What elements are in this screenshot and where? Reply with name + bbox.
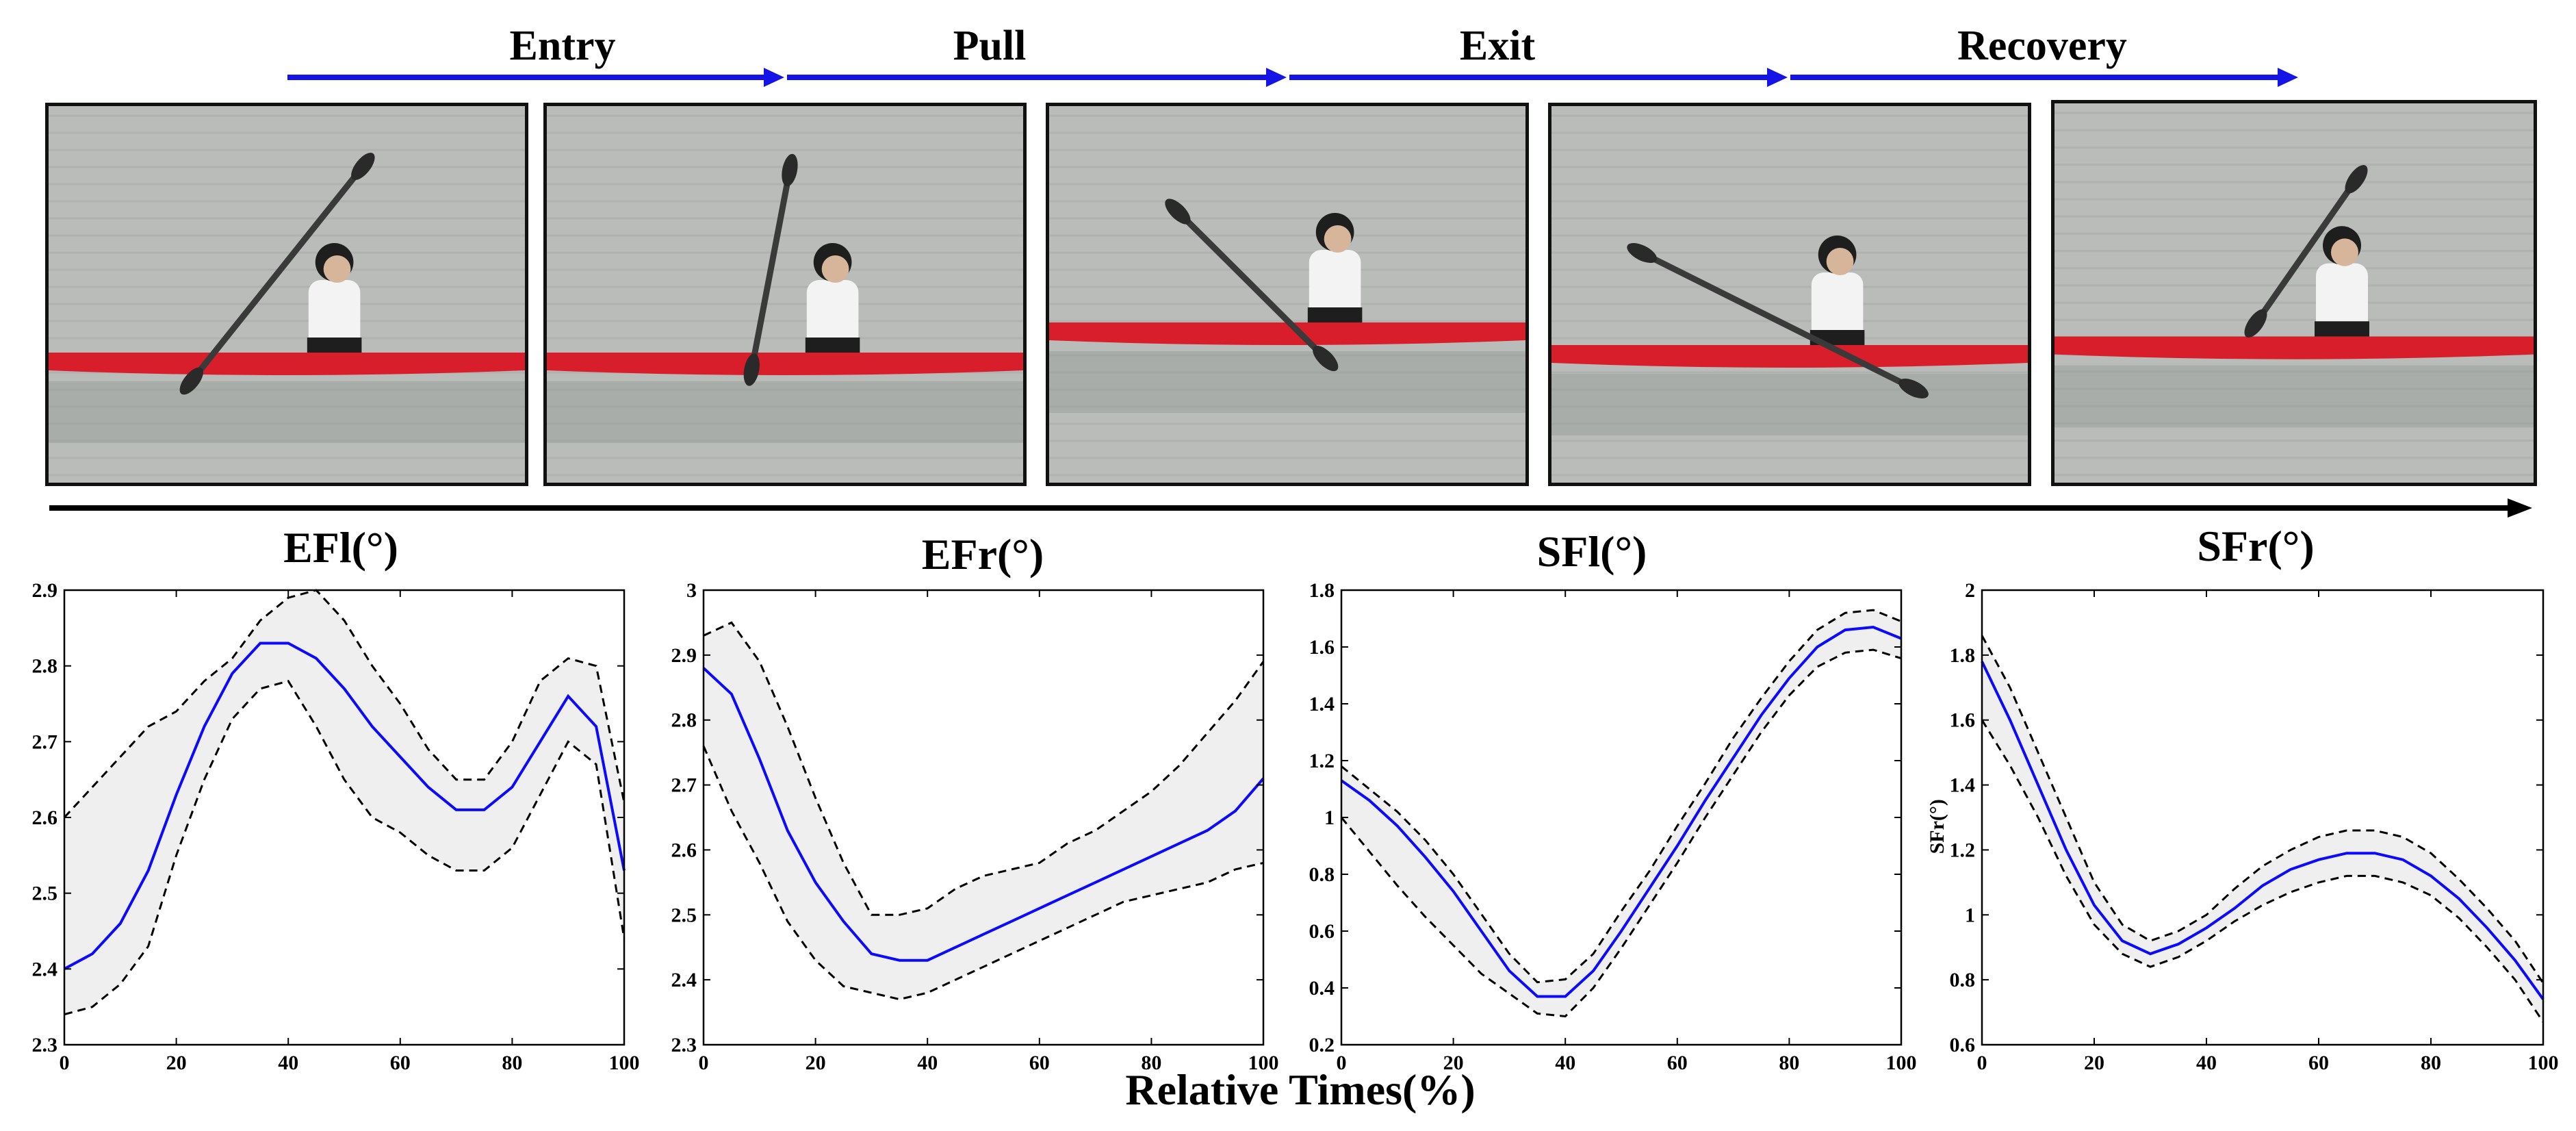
x-tick-label: 60 — [1667, 1052, 1688, 1074]
y-tick-label: 1.2 — [1309, 750, 1335, 772]
y-tick-label: 2.8 — [671, 709, 697, 732]
y-tick-label: 1.6 — [1309, 636, 1335, 659]
phase-label-entry: Entry — [509, 23, 616, 69]
x-tick-label: 80 — [1141, 1052, 1161, 1074]
chart-title-efl: EFl(°) — [283, 523, 398, 572]
y-tick-label: 0.8 — [1309, 863, 1335, 886]
y-tick-label: 2 — [1965, 579, 1975, 602]
phase-arrow-head-3 — [1767, 68, 1788, 87]
x-tick-label: 60 — [1029, 1052, 1050, 1074]
sd-band — [64, 590, 624, 1015]
x-tick-label: 20 — [2084, 1052, 2104, 1074]
x-tick-label: 0 — [699, 1052, 709, 1074]
chart-efl: 0 20 40 60 80 100 2.3 2.4 2.5 2.6 2.7 2.8 2.9 — [32, 579, 640, 1074]
y-tick-label: 2.8 — [32, 655, 58, 678]
x-tick-label: 100 — [1248, 1052, 1279, 1074]
chart-sfr: 0 20 40 60 80 100 0.6 0.8 1 1.2 1.4 1.6 1.8 2 SFr(°) — [1930, 579, 2559, 1074]
y-tick-label: 0.2 — [1309, 1034, 1335, 1056]
upper-bound-line — [63, 589, 626, 819]
y-tick-label: 2.4 — [32, 958, 58, 980]
kayak-photo-1 — [45, 103, 528, 486]
y-tick-label: 1.4 — [1309, 693, 1335, 715]
x-tick-label: 40 — [917, 1052, 938, 1074]
kayak-photo-3 — [1046, 103, 1529, 486]
y-tick-label: 0.6 — [1950, 1034, 1976, 1056]
y-tick-label: 2.6 — [671, 839, 697, 861]
y-tick-label: 2.3 — [671, 1034, 697, 1056]
x-tick-label: 40 — [278, 1052, 298, 1074]
y-tick-label: 2.6 — [32, 806, 58, 829]
chart-title-sfl: SFl(°) — [1536, 527, 1647, 576]
phase-arrow-head-4 — [2278, 68, 2298, 87]
phase-arrow-head-1 — [764, 68, 784, 87]
y-tick-label: 3 — [686, 579, 697, 602]
chart-title-efr: EFr(°) — [921, 530, 1044, 579]
y-tick-label: 1 — [1965, 904, 1975, 926]
x-tick-label: 100 — [2528, 1052, 2559, 1074]
lower-bound-line — [702, 746, 1264, 1001]
mean-line — [702, 667, 1265, 962]
phase-label-pull: Pull — [953, 23, 1027, 69]
y-tick-label: 1.4 — [1950, 774, 1976, 797]
phase-label-recovery: Recovery — [1957, 23, 2127, 69]
x-axis-label: Relative Times(%) — [1125, 1065, 1476, 1114]
y-tick-label: 1.8 — [1950, 644, 1976, 667]
phase-arrow-head-2 — [1266, 68, 1287, 87]
kayak-photo-2 — [543, 103, 1027, 486]
upper-bound-line — [1981, 635, 2545, 984]
lower-bound-line — [64, 680, 626, 1016]
x-tick-label: 0 — [1977, 1052, 1987, 1074]
x-tick-label: 60 — [2308, 1052, 2329, 1074]
mean-line — [64, 641, 626, 971]
y-tick-label: 2.9 — [32, 579, 58, 602]
upper-bound-line — [1341, 609, 1902, 984]
y-tick-label: 0.6 — [1309, 920, 1335, 943]
x-tick-label: 100 — [609, 1052, 640, 1074]
x-tick-label: 40 — [2196, 1052, 2217, 1074]
sd-band — [1982, 635, 2543, 1022]
x-tick-label: 80 — [502, 1052, 522, 1074]
x-tick-label: 100 — [1886, 1052, 1917, 1074]
chart-sfl: 0 20 40 60 80 100 0.2 0.4 0.6 0.8 1 1.2 1.4 1.6 1.8 — [1309, 579, 1917, 1074]
plot-frame — [702, 589, 1265, 1046]
y-tick-label: 0.8 — [1950, 969, 1976, 991]
y-tick-label: 2.5 — [32, 882, 58, 905]
y-tick-label: 2.5 — [671, 904, 697, 926]
kayak-photo-5 — [2051, 100, 2537, 486]
mean-line — [1981, 661, 2545, 1000]
chart-efr: 0 20 40 60 80 100 2.3 2.4 2.5 2.6 2.7 2.8 2.9 3 — [671, 579, 1279, 1074]
mean-line — [1340, 625, 1902, 998]
lower-bound-line — [1340, 648, 1902, 1018]
x-tick-label: 40 — [1555, 1052, 1575, 1074]
phase-arrows — [287, 68, 2298, 87]
plot-frame — [1981, 589, 2545, 1046]
x-tick-label: 60 — [390, 1052, 411, 1074]
phase-label-exit: Exit — [1459, 23, 1536, 69]
lower-bound-line — [1981, 719, 2545, 1023]
y-tick-label: 2.7 — [671, 774, 697, 797]
x-tick-label: 80 — [1779, 1052, 1799, 1074]
x-tick-label: 0 — [1337, 1052, 1347, 1074]
x-tick-label: 80 — [2421, 1052, 2441, 1074]
y-axis-label: SFr(°) — [1930, 799, 1948, 854]
y-tick-label: 0.4 — [1309, 977, 1335, 1000]
kayak-photo-4 — [1548, 103, 2031, 486]
y-tick-label: 2.7 — [32, 730, 58, 753]
chart-title-sfr: SFr(°) — [2197, 522, 2315, 570]
y-tick-label: 1.8 — [1309, 579, 1335, 602]
y-tick-label: 1 — [1324, 806, 1335, 829]
y-tick-label: 2.9 — [671, 644, 697, 667]
x-tick-label: 20 — [166, 1052, 187, 1074]
y-tick-label: 1.6 — [1950, 709, 1976, 732]
y-tick-label: 2.3 — [32, 1034, 58, 1056]
x-tick-label: 0 — [60, 1052, 70, 1074]
x-tick-label: 20 — [1443, 1052, 1464, 1074]
sd-band — [704, 622, 1263, 1000]
sd-band — [1341, 610, 1901, 1017]
y-tick-label: 1.2 — [1950, 839, 1976, 861]
x-tick-label: 20 — [806, 1052, 826, 1074]
y-tick-label: 2.4 — [671, 969, 697, 991]
timeline-arrow — [49, 498, 2532, 518]
